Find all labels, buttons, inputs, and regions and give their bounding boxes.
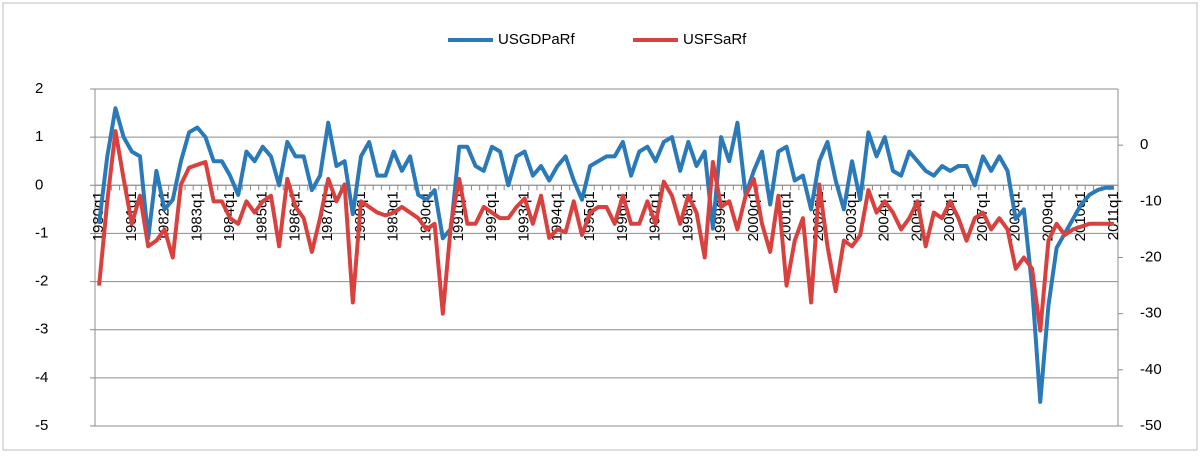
x-tick-label: 2003q1: [843, 191, 860, 241]
y2-tick-label: -20: [1140, 248, 1162, 265]
x-tick-label: 1986q1: [286, 191, 303, 241]
y-tick-label: -3: [35, 321, 48, 338]
x-tick-label: 1985q1: [254, 191, 271, 241]
x-tick-label: 2006q1: [941, 191, 958, 241]
y2-tick-label: -10: [1140, 192, 1162, 209]
y-tick-label: 0: [35, 176, 43, 193]
legend-label: USFSaRf: [683, 31, 747, 48]
y2-tick-label: -30: [1140, 305, 1162, 322]
x-tick-label: 1983q1: [188, 191, 205, 241]
y-tick-label: 1: [35, 128, 43, 145]
x-tick-label: 1989q1: [385, 191, 402, 241]
x-tick-label: 2004q1: [876, 191, 893, 241]
x-tick-label: 2007q1: [974, 191, 991, 241]
y2-tick-label: 0: [1140, 136, 1148, 153]
data-line: [97, 106, 1114, 404]
x-tick-label: 2011q1: [1105, 191, 1122, 240]
y-tick-label: -1: [35, 224, 48, 241]
y-tick-label: -2: [35, 273, 48, 290]
y2-tick-label: -50: [1140, 417, 1162, 434]
chart-border: [2, 2, 1198, 451]
y2-tick-label: -40: [1140, 361, 1162, 378]
y-tick-label: -4: [35, 369, 48, 386]
x-tick-label: 1992q1: [483, 191, 500, 241]
data-line: [97, 129, 1114, 333]
legend-label: USGDPaRf: [498, 31, 576, 48]
y-tick-label: -5: [35, 417, 48, 434]
y-tick-label: 2: [35, 80, 43, 97]
